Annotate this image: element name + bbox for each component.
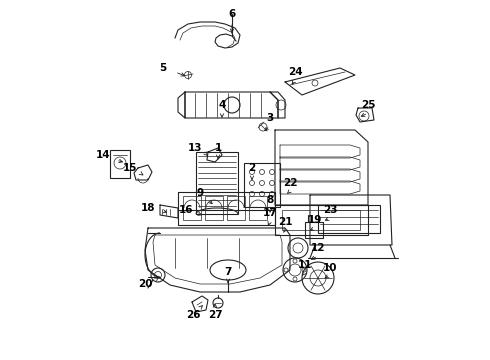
Text: 14: 14 [96,150,110,160]
Text: 16: 16 [179,205,193,215]
Bar [205,196,223,220]
Text: 23: 23 [323,205,337,215]
Text: 13: 13 [188,143,202,153]
Bar [305,222,323,238]
Text: 3: 3 [267,113,273,123]
Text: 15: 15 [123,163,137,173]
Text: 20: 20 [138,279,152,289]
Text: 6: 6 [228,9,236,19]
Text: 11: 11 [298,260,312,270]
Text: 1: 1 [215,143,221,153]
Text: 5: 5 [159,63,167,73]
Text: 25: 25 [361,100,375,110]
Text: 19: 19 [308,215,322,225]
Text: 21: 21 [278,217,292,227]
Bar [110,150,130,178]
Text: 10: 10 [323,263,337,273]
Text: 2: 2 [248,163,256,173]
Text: 9: 9 [196,188,203,198]
Bar [249,196,267,220]
Text: 26: 26 [186,310,200,320]
Text: 27: 27 [208,310,222,320]
Text: 17: 17 [263,208,277,218]
Bar [227,196,245,220]
Text: 12: 12 [311,243,325,253]
Text: 7: 7 [224,267,232,277]
Bar [282,210,360,230]
Bar [183,196,201,220]
Text: 24: 24 [288,67,302,77]
Text: 4: 4 [219,100,226,110]
Bar [196,152,238,214]
Bar [244,163,280,207]
Bar [318,205,380,233]
Text: 18: 18 [141,203,155,213]
Text: 22: 22 [283,178,297,188]
Text: 8: 8 [267,195,273,205]
